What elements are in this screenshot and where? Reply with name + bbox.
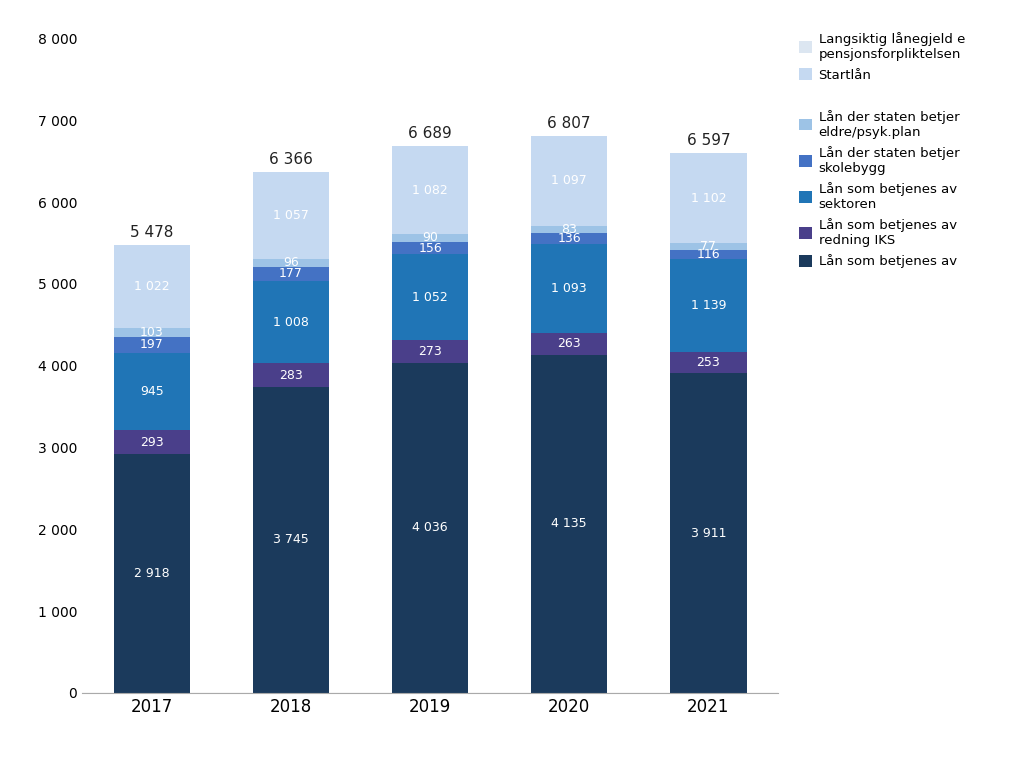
Text: 6 597: 6 597 xyxy=(686,133,730,149)
Bar xyxy=(253,363,329,387)
Text: 197: 197 xyxy=(140,339,164,351)
Text: 293: 293 xyxy=(140,436,164,449)
Bar xyxy=(392,146,468,234)
Text: 4 135: 4 135 xyxy=(551,517,587,531)
Bar xyxy=(531,333,607,355)
Bar xyxy=(531,244,607,333)
Text: 945: 945 xyxy=(140,385,164,398)
Text: 1 008: 1 008 xyxy=(273,316,309,329)
Bar xyxy=(670,353,746,373)
Bar xyxy=(670,373,746,693)
Bar xyxy=(253,259,329,266)
Bar xyxy=(114,336,190,353)
Bar xyxy=(392,242,468,254)
Text: 273: 273 xyxy=(418,345,442,358)
Bar xyxy=(253,281,329,363)
Text: 253: 253 xyxy=(696,357,720,369)
Text: 90: 90 xyxy=(422,232,438,244)
Text: 6 689: 6 689 xyxy=(409,126,452,141)
Text: 1 022: 1 022 xyxy=(134,280,170,293)
Bar xyxy=(392,340,468,363)
Text: 103: 103 xyxy=(140,326,164,339)
Bar xyxy=(670,259,746,353)
Text: 96: 96 xyxy=(283,256,299,269)
Bar xyxy=(253,172,329,259)
Bar xyxy=(670,153,746,243)
Legend: Langsiktig lånegjeld e
pensjonsforpliktelsen, Startlån, , Lån der staten betjer
: Langsiktig lånegjeld e pensjonsforplikte… xyxy=(799,32,965,269)
Text: 83: 83 xyxy=(561,223,578,236)
Text: 3 911: 3 911 xyxy=(690,527,726,540)
Bar xyxy=(531,226,607,233)
Bar xyxy=(392,363,468,693)
Bar xyxy=(114,353,190,430)
Text: 116: 116 xyxy=(696,248,720,261)
Text: 3 745: 3 745 xyxy=(273,534,309,546)
Bar xyxy=(670,249,746,259)
Bar xyxy=(670,243,746,249)
Text: 177: 177 xyxy=(279,267,303,280)
Text: 4 036: 4 036 xyxy=(413,521,447,534)
Bar xyxy=(253,387,329,693)
Bar xyxy=(114,245,190,329)
Bar xyxy=(531,233,607,244)
Text: 156: 156 xyxy=(418,242,442,255)
Text: 263: 263 xyxy=(557,337,581,350)
Bar xyxy=(114,430,190,454)
Bar xyxy=(114,454,190,693)
Text: 77: 77 xyxy=(700,240,717,253)
Text: 1 139: 1 139 xyxy=(690,300,726,313)
Bar xyxy=(392,234,468,242)
Text: 6 807: 6 807 xyxy=(548,116,591,131)
Text: 283: 283 xyxy=(280,369,303,382)
Text: 2 918: 2 918 xyxy=(134,567,170,580)
Bar xyxy=(531,355,607,693)
Text: 136: 136 xyxy=(557,232,581,245)
Bar xyxy=(392,254,468,340)
Text: 1 052: 1 052 xyxy=(413,291,447,304)
Text: 1 102: 1 102 xyxy=(690,192,726,205)
Text: 1 097: 1 097 xyxy=(551,175,587,187)
Bar xyxy=(114,329,190,336)
Text: 5 478: 5 478 xyxy=(130,225,173,240)
Bar xyxy=(531,136,607,226)
Text: 6 366: 6 366 xyxy=(269,152,313,167)
Text: 1 082: 1 082 xyxy=(413,183,447,196)
Text: 1 057: 1 057 xyxy=(273,209,309,222)
Bar xyxy=(253,266,329,281)
Text: 1 093: 1 093 xyxy=(551,282,587,295)
